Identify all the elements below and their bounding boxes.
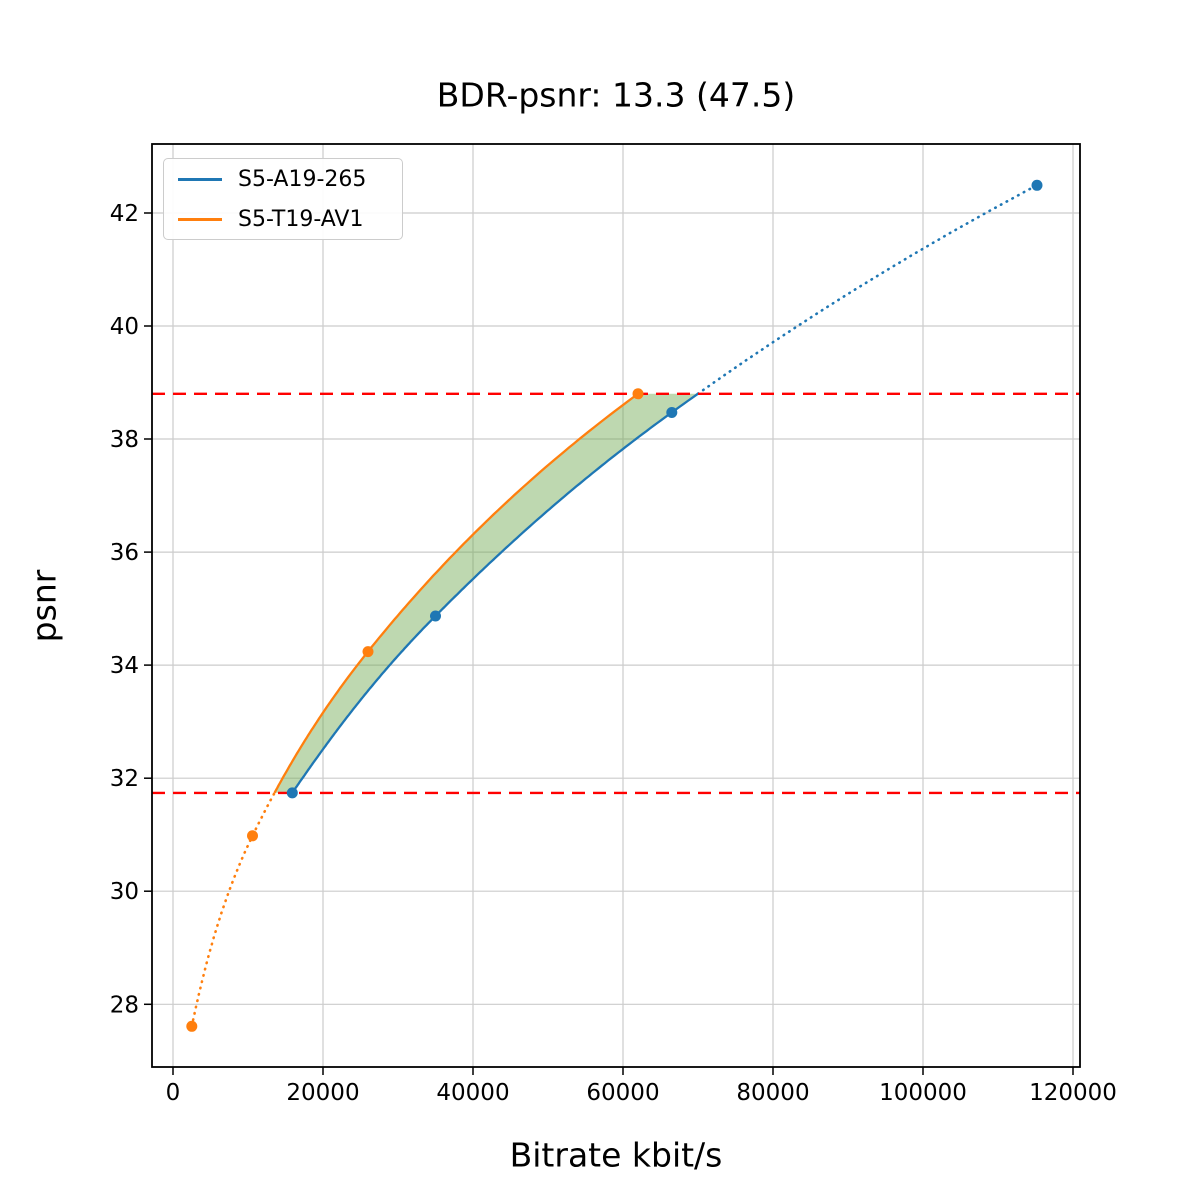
x-tick-label: 20000 — [286, 1080, 359, 1106]
legend: S5-A19-265 S5-T19-AV1 — [163, 158, 403, 240]
data-point — [362, 646, 374, 658]
grid — [152, 144, 1080, 1067]
legend-item: S5-T19-AV1 — [178, 205, 388, 233]
x-tick-label: 120000 — [1029, 1080, 1117, 1106]
y-axis-label: psnr — [24, 569, 64, 643]
bd-shaded-region — [274, 393, 698, 793]
y-tick-label: 42 — [110, 201, 139, 227]
series-line-S5-T19-AV1 — [273, 392, 639, 794]
data-point — [186, 1020, 198, 1032]
series-extrapolation-S5-A19-265 — [696, 184, 1039, 396]
x-tick-label: 60000 — [586, 1080, 659, 1106]
plot-border — [151, 143, 1081, 1068]
legend-line-sample — [178, 177, 222, 181]
data-point — [430, 610, 441, 622]
series-line-S5-A19-265 — [291, 392, 699, 794]
series-extrapolation-S5-T19-AV1 — [190, 791, 276, 1028]
chart-title: BDR-psnr: 13.3 (47.5) — [436, 75, 796, 115]
x-tick-label: 100000 — [879, 1080, 967, 1106]
data-point — [1031, 179, 1043, 191]
legend-label: S5-A19-265 — [238, 166, 367, 192]
y-tick-label: 28 — [110, 992, 139, 1018]
y-axis-ticks: 28 30 32 34 36 38 40 42 — [110, 201, 152, 1018]
series-curves — [190, 184, 1039, 1028]
data-point-markers — [186, 179, 1043, 1032]
x-axis-ticks: 0 20000 40000 60000 80000 100000 120000 — [166, 1067, 1117, 1106]
legend-item: S5-A19-265 — [178, 165, 388, 193]
y-tick-label: 36 — [110, 540, 139, 566]
data-point — [632, 388, 644, 400]
legend-label: S5-T19-AV1 — [238, 206, 364, 232]
y-tick-label: 38 — [110, 427, 139, 453]
data-point — [247, 830, 258, 842]
x-tick-label: 40000 — [436, 1080, 509, 1106]
overlap-interval-lines — [152, 392, 1080, 795]
x-tick-label: 0 — [166, 1080, 181, 1106]
y-tick-label: 32 — [110, 766, 139, 792]
data-point — [286, 787, 298, 799]
y-tick-label: 34 — [110, 653, 139, 679]
legend-line-sample — [178, 217, 222, 221]
x-tick-label: 80000 — [736, 1080, 809, 1106]
data-point — [666, 407, 678, 418]
y-tick-label: 40 — [110, 314, 139, 340]
x-axis-label: Bitrate kbit/s — [509, 1135, 723, 1175]
y-tick-label: 30 — [110, 879, 139, 905]
